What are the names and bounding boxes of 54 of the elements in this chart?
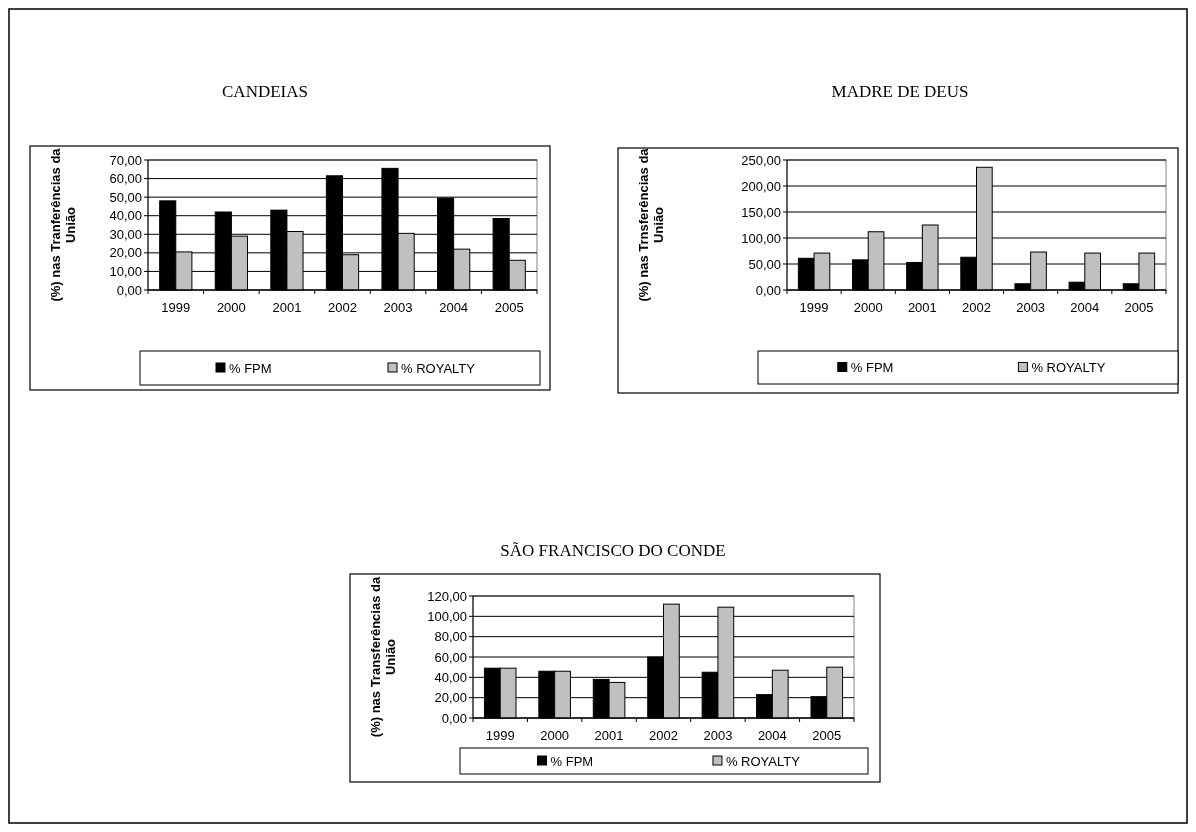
- y-tick-label: 200,00: [741, 178, 781, 194]
- x-tick-label: 2001: [907, 300, 937, 315]
- x-tick-label: 2003: [703, 728, 733, 743]
- y-tick-label: 60,00: [434, 649, 467, 665]
- x-tick-label: 2002: [962, 300, 991, 315]
- x-tick-label: 2002: [649, 728, 678, 743]
- chart-title: SÃO FRANCISCO DO CONDE: [500, 541, 726, 560]
- legend-label: % ROYALTY: [1031, 360, 1106, 376]
- legend-label: % ROYALTY: [401, 360, 476, 376]
- y-tick-label: 50,00: [748, 256, 781, 272]
- x-tick-label: 2004: [757, 728, 787, 743]
- y-tick-label: 60,00: [109, 171, 142, 187]
- y-tick-label: 150,00: [741, 204, 781, 220]
- legend-label: % FPM: [550, 753, 594, 769]
- chart-title: MADRE DE DEUS: [831, 82, 969, 101]
- y-axis-title: (%) nas Transferências da União: [368, 576, 398, 738]
- legend-label: % FPM: [850, 360, 894, 376]
- y-axis-title: (%) nas Trnsferências da União: [636, 147, 666, 302]
- legend-label: % ROYALTY: [725, 753, 801, 769]
- x-tick-label: 1999: [485, 728, 515, 743]
- y-tick-label: 40,00: [434, 669, 467, 685]
- y-tick-label: 20,00: [434, 690, 467, 706]
- y-tick-label: 0,00: [755, 282, 781, 298]
- x-tick-label: 2000: [540, 728, 570, 743]
- x-tick-label: 1999: [161, 300, 191, 315]
- y-axis-title: (%) nas Tranferências da União: [48, 147, 78, 302]
- x-tick-label: 2005: [494, 300, 524, 315]
- chart-title: CANDEIAS: [222, 82, 308, 101]
- x-tick-label: 2005: [812, 728, 842, 743]
- x-tick-label: 2003: [1016, 300, 1046, 315]
- y-tick-label: 250,00: [741, 152, 781, 168]
- x-tick-label: 2004: [1070, 300, 1100, 315]
- y-tick-label: 20,00: [109, 245, 142, 261]
- x-tick-label: 2004: [439, 300, 469, 315]
- x-tick-label: 2000: [216, 300, 246, 315]
- y-tick-label: 80,00: [434, 629, 467, 645]
- x-tick-label: 2001: [594, 728, 624, 743]
- x-tick-label: 2005: [1124, 300, 1154, 315]
- x-tick-label: 2000: [853, 300, 883, 315]
- x-tick-label: 1999: [799, 300, 829, 315]
- x-tick-label: 2003: [383, 300, 413, 315]
- y-tick-label: 100,00: [427, 608, 467, 624]
- y-tick-label: 0,00: [116, 282, 142, 298]
- y-tick-label: 50,00: [109, 189, 142, 205]
- y-tick-label: 30,00: [109, 226, 142, 242]
- y-tick-label: 70,00: [109, 152, 142, 168]
- x-tick-label: 2002: [328, 300, 357, 315]
- y-tick-label: 100,00: [741, 230, 781, 246]
- x-tick-label: 2001: [272, 300, 302, 315]
- legend-label: % FPM: [229, 360, 272, 376]
- y-tick-label: 10,00: [109, 263, 142, 279]
- y-tick-label: 40,00: [109, 208, 142, 224]
- y-tick-label: 120,00: [427, 588, 467, 604]
- y-tick-label: 0,00: [441, 710, 467, 726]
